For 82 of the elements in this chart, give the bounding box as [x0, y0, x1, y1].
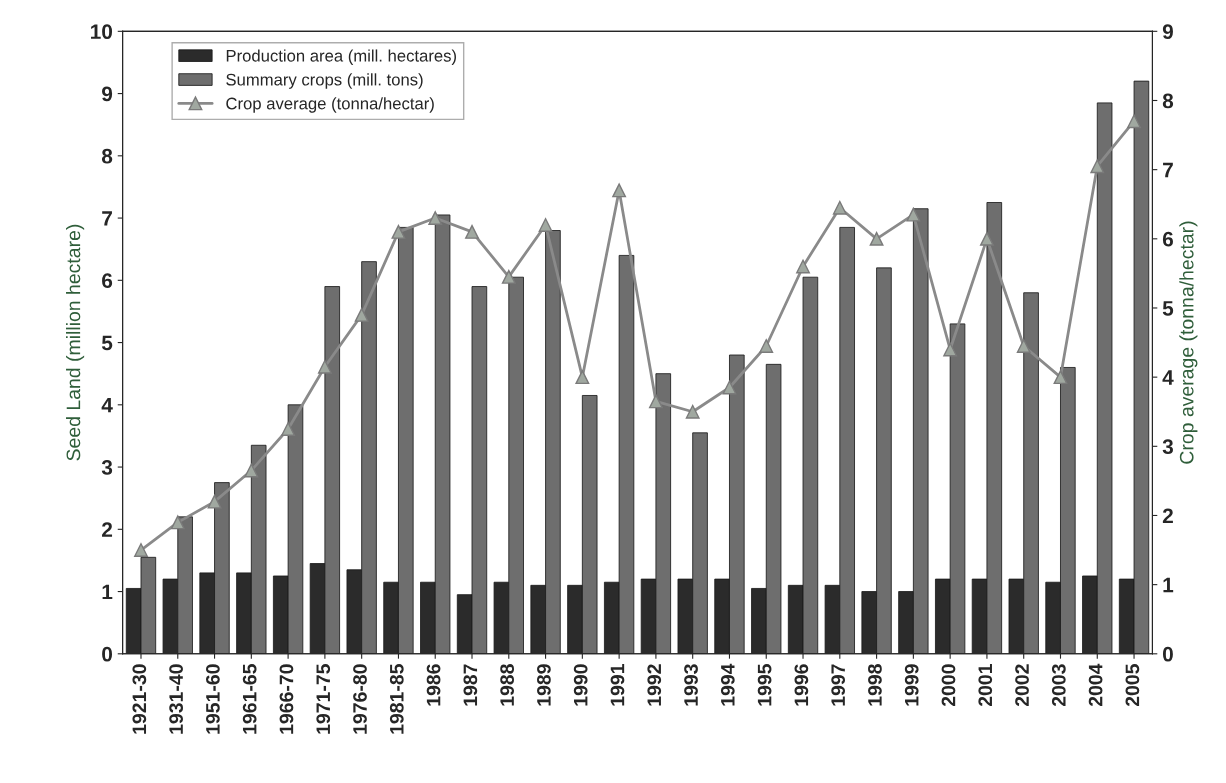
y2-tick-label: 8: [1162, 93, 1174, 109]
x-tick-label: 1998: [868, 664, 882, 706]
point: [1016, 339, 1031, 353]
y-tick-label: 3: [101, 460, 113, 475]
x-tick-label: 1981-85: [389, 664, 404, 734]
y-axis-title: Seed Land (million hectare): [66, 224, 85, 461]
point: [722, 380, 737, 395]
y-tick-label: 4: [101, 398, 113, 413]
x-tick-label: 2002: [1015, 664, 1029, 707]
y2-tick-label: 0: [1162, 646, 1173, 662]
y2-tick-label: 2: [1162, 508, 1173, 524]
point: [979, 231, 994, 246]
x-tick-label: 1987: [463, 664, 478, 706]
x-tick-label: 1986: [426, 664, 441, 706]
point: [391, 224, 406, 239]
point: [943, 342, 958, 357]
point: [648, 394, 663, 409]
y-tick-label: 9: [102, 86, 113, 102]
point: [685, 404, 700, 419]
x-tick-label: 1931-40: [169, 664, 184, 734]
x-tick-label: 1966-70: [279, 664, 294, 734]
point: [465, 224, 479, 239]
x-tick-label: 1971-75: [316, 664, 331, 734]
y-tick-label: 5: [101, 335, 113, 351]
y2-tick-label: 6: [1162, 231, 1173, 247]
x-tick-label: 1991: [610, 664, 625, 706]
y2-tick-label: 9: [1162, 24, 1173, 40]
legend-label: Production area (mill. hectares): [226, 49, 456, 65]
point: [317, 359, 332, 374]
point: [354, 307, 369, 322]
point: [906, 207, 921, 222]
y2-tick-label: 5: [1162, 301, 1174, 316]
point: [575, 370, 590, 385]
point: [796, 259, 810, 274]
x-tick-label: 1976-80: [353, 664, 367, 734]
x-tick-label: 1921-30: [132, 664, 147, 734]
y-tick-label: 8: [101, 148, 113, 164]
x-tick-label: 1994: [720, 663, 735, 706]
x-tick-label: 1988: [500, 664, 515, 706]
point: [207, 494, 222, 509]
legend-label: Summary crops (mill. tons): [226, 73, 423, 89]
point: [612, 183, 627, 198]
x-tick-label: 1989: [537, 664, 551, 706]
legend-label: Crop average (tonna/hectar): [226, 97, 434, 113]
y2-tick-label: 7: [1163, 162, 1173, 178]
point: [1053, 370, 1068, 385]
y2-tick-label: 1: [1163, 577, 1174, 593]
y-tick-label: 0: [102, 646, 113, 662]
x-tick-label: 1995: [757, 664, 772, 706]
y2-tick-label: 3: [1162, 439, 1173, 455]
x-tick-label: 1997: [831, 664, 846, 706]
point: [759, 339, 774, 353]
point: [1127, 114, 1141, 129]
point: [832, 200, 847, 215]
y2-axis-title: Crop average (tonna/hectar): [1179, 221, 1198, 464]
point: [428, 211, 443, 226]
point: [170, 515, 185, 530]
point: [869, 231, 884, 246]
y-tick-label: 1: [102, 584, 113, 600]
x-tick-label: 1999: [904, 664, 919, 706]
x-tick-label: 1990: [573, 664, 588, 706]
x-tick-label: 1992: [647, 664, 662, 706]
x-tick-label: 2005: [1125, 664, 1140, 707]
x-tick-label: 2001: [978, 664, 993, 707]
x-tick-label: 2004: [1088, 663, 1103, 707]
y-tick-label: 10: [91, 24, 113, 40]
x-tick-label: 2000: [941, 664, 956, 707]
y2-tick-label: 4: [1162, 370, 1174, 385]
point: [244, 463, 259, 478]
x-tick-label: 1996: [794, 664, 809, 706]
point: [538, 218, 553, 232]
point: [1090, 159, 1105, 174]
y-tick-label: 2: [102, 522, 113, 537]
x-tick-label: 1993: [684, 664, 698, 706]
point: [281, 422, 296, 436]
y-tick-label: 6: [102, 273, 113, 289]
y-tick-label: 7: [102, 211, 112, 226]
x-tick-label: 1961-65: [242, 664, 257, 734]
point: [501, 269, 516, 284]
point: [134, 543, 148, 558]
x-tick-label: 2003: [1051, 664, 1066, 707]
x-tick-label: 1951-60: [206, 664, 220, 734]
